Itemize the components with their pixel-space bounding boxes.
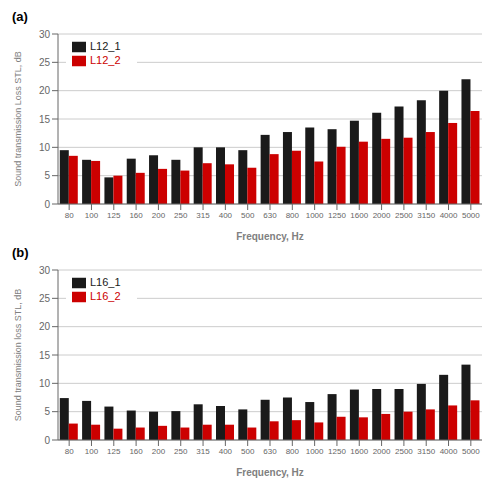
svg-text:1250: 1250 bbox=[328, 211, 346, 220]
svg-text:2000: 2000 bbox=[373, 211, 391, 220]
html-text:L12_2: L12_2 bbox=[90, 54, 121, 67]
html-text:(a): (a) bbox=[12, 9, 28, 24]
svg-text:200: 200 bbox=[152, 211, 166, 220]
svg-text:2500: 2500 bbox=[395, 447, 413, 456]
svg-text:80: 80 bbox=[65, 447, 74, 456]
svg-text:10: 10 bbox=[39, 378, 51, 389]
svg-text:4000: 4000 bbox=[440, 447, 458, 456]
svg-text:Frequency, Hz: Frequency, Hz bbox=[236, 467, 304, 478]
svg-text:5000: 5000 bbox=[462, 211, 480, 220]
svg-text:30: 30 bbox=[39, 29, 51, 40]
svg-text:3150: 3150 bbox=[417, 447, 435, 456]
svg-text:Sound transmission Loss STL, d: Sound transmission Loss STL, dB bbox=[13, 51, 23, 187]
svg-text:160: 160 bbox=[129, 447, 143, 456]
html-text:(b): (b) bbox=[12, 245, 29, 260]
svg-text:10: 10 bbox=[39, 142, 51, 153]
svg-text:0: 0 bbox=[44, 199, 50, 210]
svg-text:630: 630 bbox=[263, 447, 277, 456]
svg-text:250: 250 bbox=[174, 211, 188, 220]
html-text:L12_1: L12_1 bbox=[90, 40, 121, 52]
svg-text:30: 30 bbox=[39, 265, 51, 276]
svg-text:1600: 1600 bbox=[350, 447, 368, 456]
svg-text:250: 250 bbox=[174, 447, 188, 456]
svg-text:15: 15 bbox=[39, 350, 51, 361]
svg-text:5000: 5000 bbox=[462, 447, 480, 456]
svg-text:25: 25 bbox=[39, 293, 51, 304]
svg-text:1000: 1000 bbox=[306, 211, 324, 220]
svg-text:160: 160 bbox=[129, 211, 143, 220]
svg-text:1000: 1000 bbox=[306, 447, 324, 456]
svg-text:20: 20 bbox=[39, 321, 51, 332]
svg-text:Sound transmission loss STL, d: Sound transmission loss STL, dB bbox=[13, 289, 23, 422]
svg-text:100: 100 bbox=[85, 211, 99, 220]
html-text:L16_1: L16_1 bbox=[90, 276, 121, 288]
svg-text:Frequency, Hz: Frequency, Hz bbox=[236, 231, 304, 242]
svg-text:80: 80 bbox=[65, 211, 74, 220]
svg-text:2000: 2000 bbox=[373, 447, 391, 456]
svg-text:800: 800 bbox=[286, 211, 300, 220]
svg-text:1250: 1250 bbox=[328, 447, 346, 456]
svg-text:4000: 4000 bbox=[440, 211, 458, 220]
svg-text:500: 500 bbox=[241, 211, 255, 220]
svg-text:0: 0 bbox=[44, 435, 50, 446]
svg-text:25: 25 bbox=[39, 57, 51, 68]
svg-text:5: 5 bbox=[44, 406, 50, 417]
svg-text:100: 100 bbox=[85, 447, 99, 456]
svg-text:1600: 1600 bbox=[350, 211, 368, 220]
svg-text:500: 500 bbox=[241, 447, 255, 456]
svg-text:400: 400 bbox=[219, 447, 233, 456]
svg-text:3150: 3150 bbox=[417, 211, 435, 220]
svg-text:5: 5 bbox=[44, 170, 50, 181]
svg-text:400: 400 bbox=[219, 211, 233, 220]
svg-text:200: 200 bbox=[152, 447, 166, 456]
svg-text:125: 125 bbox=[107, 447, 121, 456]
svg-text:315: 315 bbox=[196, 447, 210, 456]
svg-text:15: 15 bbox=[39, 114, 51, 125]
svg-text:20: 20 bbox=[39, 85, 51, 96]
svg-text:125: 125 bbox=[107, 211, 121, 220]
svg-text:315: 315 bbox=[196, 211, 210, 220]
svg-text:2500: 2500 bbox=[395, 211, 413, 220]
html-text:L16_2: L16_2 bbox=[90, 290, 121, 303]
svg-text:800: 800 bbox=[286, 447, 300, 456]
svg-text:630: 630 bbox=[263, 211, 277, 220]
